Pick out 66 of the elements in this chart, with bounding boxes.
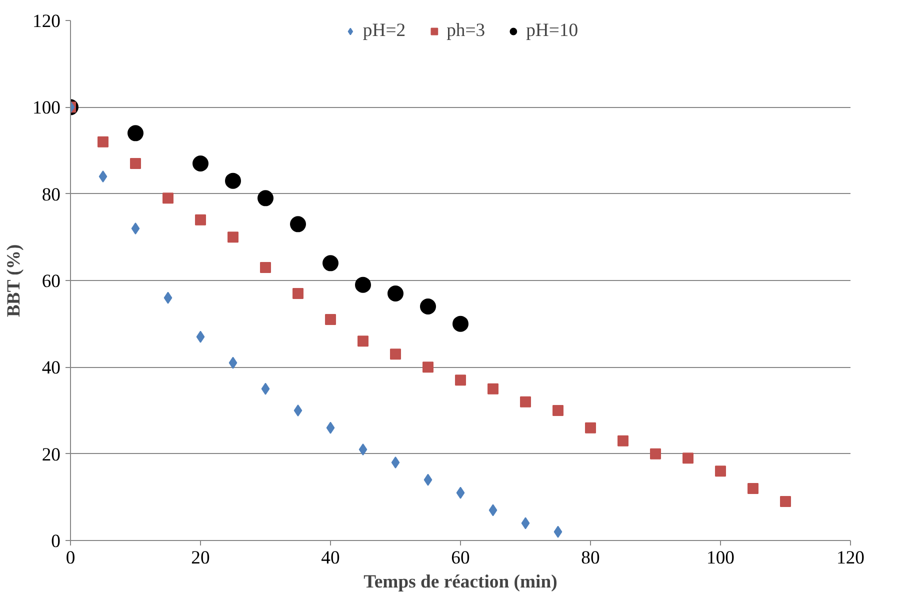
point bbox=[294, 404, 302, 416]
point bbox=[715, 466, 726, 477]
point bbox=[326, 422, 335, 434]
x-tick-label: 80 bbox=[581, 548, 600, 568]
point bbox=[292, 288, 304, 299]
x-tick-label: 0 bbox=[66, 548, 76, 568]
y-axis-title: BBT (%) bbox=[4, 244, 25, 318]
legend-label: ph=3 bbox=[446, 20, 486, 42]
point bbox=[520, 396, 531, 408]
point bbox=[358, 444, 368, 456]
point bbox=[195, 214, 206, 226]
point bbox=[261, 382, 270, 395]
x-tick-label: 40 bbox=[321, 548, 340, 568]
point bbox=[488, 383, 498, 394]
point bbox=[488, 504, 498, 516]
y-tick-label: 60 bbox=[42, 271, 60, 292]
point bbox=[552, 405, 564, 416]
point bbox=[358, 336, 368, 347]
point bbox=[780, 496, 791, 507]
point bbox=[164, 292, 172, 304]
point bbox=[682, 452, 694, 464]
point bbox=[128, 125, 144, 142]
x-tick-label: 20 bbox=[191, 548, 210, 568]
point bbox=[98, 170, 108, 182]
point bbox=[192, 156, 208, 172]
point bbox=[420, 298, 436, 314]
point bbox=[260, 262, 271, 273]
point bbox=[355, 276, 371, 293]
legend-label: pH=10 bbox=[526, 20, 578, 42]
x-tick-label: 100 bbox=[706, 548, 734, 568]
point bbox=[585, 422, 596, 434]
point bbox=[618, 435, 628, 446]
point bbox=[424, 474, 432, 486]
point bbox=[196, 330, 205, 343]
point bbox=[225, 172, 241, 189]
y-tick-label: 0 bbox=[51, 531, 60, 552]
point bbox=[554, 526, 562, 538]
point bbox=[130, 158, 141, 169]
x-tick-label: 60 bbox=[451, 548, 470, 568]
y-tick-label: 120 bbox=[32, 11, 60, 32]
point bbox=[98, 136, 108, 148]
point bbox=[391, 456, 400, 468]
y-tick-label: 80 bbox=[42, 184, 60, 206]
legend-label: pH=2 bbox=[362, 20, 406, 42]
point bbox=[228, 232, 238, 243]
point bbox=[131, 222, 140, 234]
x-axis-title: Temps de réaction (min) bbox=[364, 572, 558, 592]
point bbox=[456, 486, 465, 499]
point bbox=[521, 517, 530, 530]
x-tick-label: 120 bbox=[836, 548, 864, 568]
point bbox=[452, 316, 468, 332]
point bbox=[325, 314, 336, 325]
point bbox=[290, 216, 306, 232]
point bbox=[455, 374, 466, 386]
point bbox=[388, 286, 404, 302]
point bbox=[390, 348, 401, 360]
point bbox=[258, 190, 274, 206]
point bbox=[228, 356, 238, 369]
point bbox=[322, 255, 338, 272]
point bbox=[748, 483, 758, 494]
y-tick-label: 20 bbox=[42, 444, 60, 466]
point bbox=[162, 192, 174, 204]
point bbox=[650, 448, 661, 460]
y-tick-label: 100 bbox=[32, 98, 60, 119]
y-tick-label: 40 bbox=[42, 358, 60, 379]
point bbox=[422, 362, 434, 373]
